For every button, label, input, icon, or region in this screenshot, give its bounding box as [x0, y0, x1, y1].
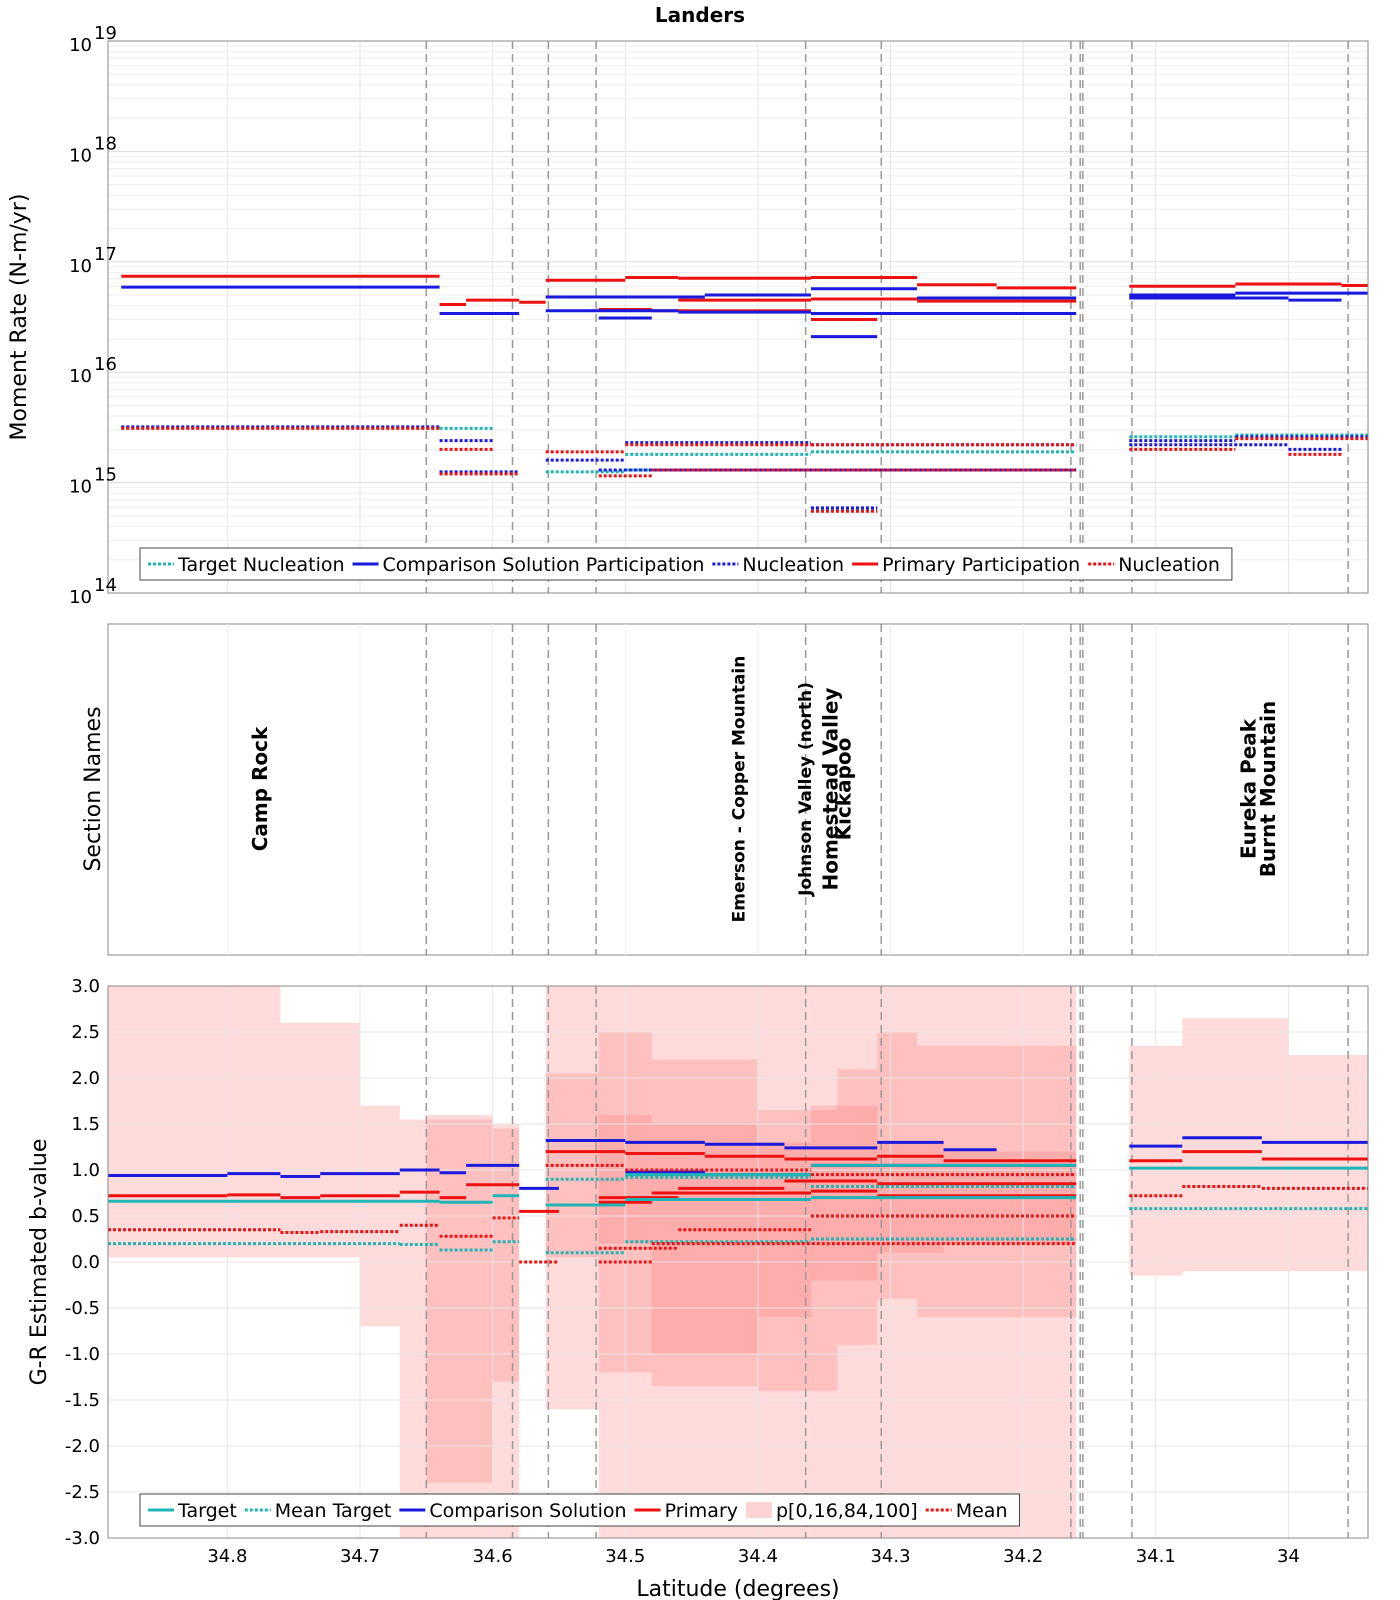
moment-y-tick-label: 10: [69, 477, 92, 498]
percentile-band: [545, 986, 599, 1410]
moment-legend: Target Nucleation Comparison Solution Par…: [139, 547, 1233, 581]
x-axis-label: Latitude (degrees): [636, 1577, 839, 1600]
moment-y-tick-label: 10: [69, 35, 92, 56]
moment-legend-label: Target Nucleation: [177, 554, 345, 576]
bvalue-y-tick-label: 0.0: [71, 1252, 100, 1273]
moment-y-tick-exponent: 15: [94, 465, 117, 486]
percentile-band: [1288, 1055, 1368, 1272]
percentile-band: [399, 1119, 427, 1538]
bvalue-legend-swatch: [746, 1502, 772, 1518]
moment-legend-label: Comparison Solution Participation: [383, 554, 705, 576]
percentile-band: [651, 1059, 758, 1387]
latitude-tick-label: 34.1: [1136, 1546, 1176, 1567]
latitude-tick-label: 34.3: [870, 1546, 910, 1567]
percentile-band: [108, 986, 281, 1258]
moment-y-tick-exponent: 14: [94, 575, 117, 596]
section-name-label: Johnson Valley (north): [796, 682, 816, 897]
section-names-panel: Section Names Camp Rock Emerson - Copper …: [81, 623, 1369, 956]
latitude-tick-label: 34.8: [207, 1546, 247, 1567]
section-name-label: Emerson - Copper Mountain: [730, 656, 750, 923]
bvalue-legend-label: Comparison Solution: [429, 1500, 626, 1522]
section-y-label: Section Names: [81, 706, 106, 871]
bvalue-series: [108, 1136, 1368, 1264]
section-name-label: Camp Rock: [248, 726, 272, 851]
percentile-band: [837, 1068, 878, 1345]
percentile-band: [810, 1105, 878, 1281]
bvalue-legend-label: p[0,16,84,100]: [776, 1500, 918, 1522]
percentile-band: [492, 1124, 520, 1382]
section-name-label: Eureka Peak: [1236, 718, 1260, 859]
section-name-label: Kickapoo: [832, 738, 856, 841]
section-axes-frame: [107, 623, 1369, 956]
bvalue-y-ticks: 3.0 2.5 2.0 1.5 1.0 0.5 0.0 -0.5 -1.0 -1.5 -2.0 -2.…: [65, 976, 100, 1549]
percentile-band: [651, 1124, 758, 1354]
bvalue-y-tick-label: 1.5: [71, 1114, 100, 1135]
latitude-tick-label: 34: [1277, 1546, 1300, 1567]
bvalue-y-tick-label: -0.5: [65, 1298, 100, 1319]
moment-legend-box: [139, 547, 1233, 581]
moment-y-tick-label: 10: [69, 366, 92, 387]
moment-y-tick-label: 10: [69, 256, 92, 277]
bvalue-legend: Target Mean Target Comparison Solution Prim…: [139, 1493, 1020, 1527]
moment-y-tick-exponent: 16: [94, 354, 117, 375]
bvalue-legend-label: Mean Target: [275, 1500, 392, 1522]
bvalue-y-tick-label: 2.5: [71, 1022, 100, 1043]
bvalue-legend-label: Mean: [956, 1500, 1008, 1522]
latitude-tick-label: 34.6: [473, 1546, 513, 1567]
moment-legend-label: Nucleation: [1118, 554, 1220, 576]
moment-axes-frame: [107, 40, 1369, 594]
section-name-label: Burnt Mountain: [1256, 701, 1280, 877]
moment-grid: [108, 41, 1368, 594]
bvalue-axes-frame: [107, 985, 1369, 1539]
latitude-tick-label: 34.4: [738, 1546, 778, 1567]
moment-series: [121, 274, 1368, 513]
section-name-label: Homestead Valley: [818, 688, 842, 891]
bvalue-panel: 3.0 2.5 2.0 1.5 1.0 0.5 0.0 -0.5 -1.0 -1.5 -2.0 -2.…: [27, 624, 1369, 1600]
bvalue-y-tick-label: -1.0: [65, 1344, 100, 1365]
latitude-tick-label: 34.7: [340, 1546, 380, 1567]
bvalue-y-tick-label: 3.0: [71, 976, 100, 997]
bvalue-y-tick-label: -2.5: [65, 1482, 100, 1503]
bvalue-y-tick-label: -2.0: [65, 1436, 100, 1457]
moment-y-tick-exponent: 17: [94, 244, 117, 265]
bvalue-legend-box: [139, 1493, 1020, 1527]
percentile-band: [426, 1119, 493, 1483]
bvalue-y-label: G-R Estimated b-value: [27, 1139, 52, 1386]
moment-y-tick-exponent: 18: [94, 133, 117, 154]
moment-section-boundaries: [425, 41, 1349, 593]
moment-y-tick-label: 10: [69, 145, 92, 166]
bvalue-grid: [108, 624, 1368, 1539]
bvalue-section-boundaries: [425, 986, 1349, 1538]
bvalue-y-tick-label: 1.0: [71, 1160, 100, 1181]
latitude-tick-label: 34.2: [1003, 1546, 1043, 1567]
figure-title: Landers: [655, 3, 745, 27]
section-boundaries: [425, 624, 1349, 955]
moment-legend-label: Primary Participation: [882, 554, 1080, 576]
bvalue-y-tick-label: 0.5: [71, 1206, 100, 1227]
moment-y-tick-label: 10: [69, 587, 92, 608]
section-name-labels: Camp Rock Emerson - Copper Mountain Johnso…: [248, 656, 1280, 923]
percentile-band: [280, 1022, 360, 1258]
bvalue-y-tick-label: -3.0: [65, 1528, 100, 1549]
bvalue-y-tick-label: -1.5: [65, 1390, 100, 1411]
latitude-x-ticks: 34.8 34.7 34.6 34.5 34.4 34.3 34.2 34.1 34: [207, 1546, 1300, 1567]
bvalue-legend-label: Primary: [665, 1500, 738, 1522]
percentile-band: [1182, 1018, 1289, 1272]
latitude-tick-label: 34.5: [605, 1546, 645, 1567]
bvalue-y-tick-label: 2.0: [71, 1068, 100, 1089]
percentile-band: [917, 1045, 1077, 1318]
bvalue-legend-label: Target: [177, 1500, 237, 1522]
moment-legend-label: Nucleation: [742, 554, 844, 576]
moment-y-tick-exponent: 19: [94, 23, 117, 44]
moment-y-label: Moment Rate (N-m/yr): [7, 194, 32, 441]
